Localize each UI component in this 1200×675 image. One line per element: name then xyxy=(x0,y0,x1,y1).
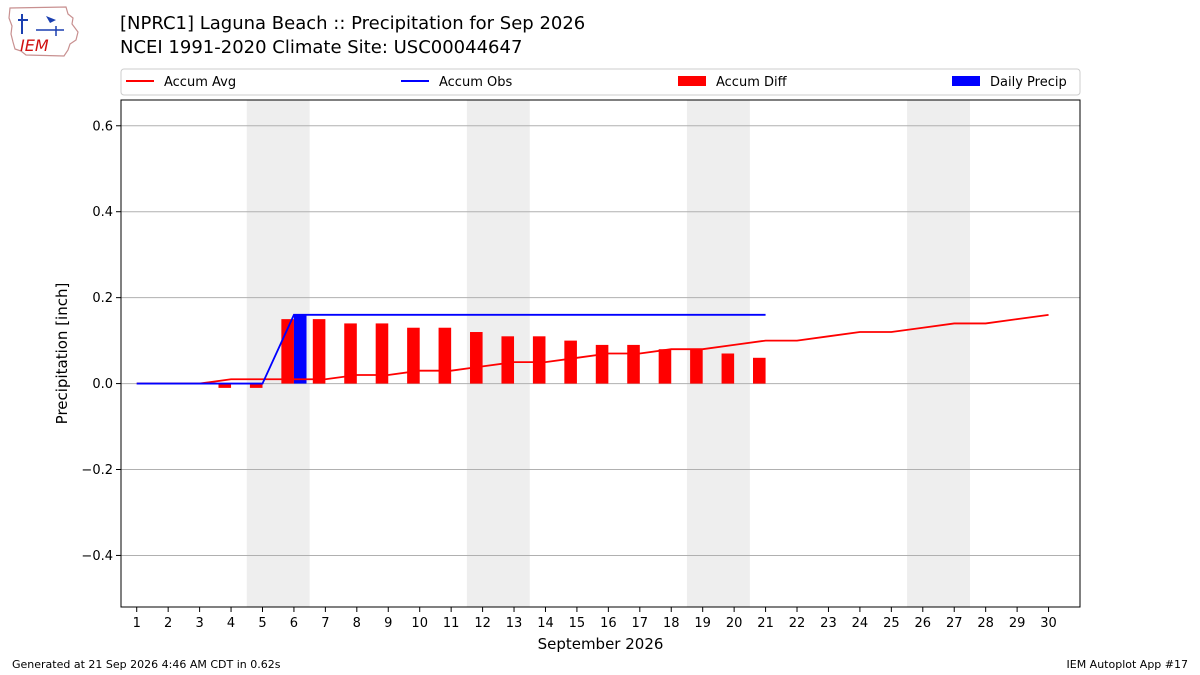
x-tick-label: 9 xyxy=(384,616,392,631)
legend-daily-precip-swatch xyxy=(952,76,980,86)
accum-diff-bar xyxy=(375,323,389,384)
accum-diff-bar xyxy=(721,353,735,384)
accum-diff-bar xyxy=(690,349,703,384)
plot-frame xyxy=(120,99,1081,608)
generated-note: Generated at 21 Sep 2026 4:46 AM CDT in … xyxy=(12,658,281,671)
x-tick-label: 13 xyxy=(506,616,523,631)
x-tick-label: 30 xyxy=(1040,616,1057,631)
x-tick-label: 25 xyxy=(883,616,900,631)
x-tick-label: 16 xyxy=(600,616,617,631)
accum-diff-bar xyxy=(532,336,546,384)
lines xyxy=(136,313,1049,385)
accum-diff-bar xyxy=(658,349,672,384)
x-tick-label: 14 xyxy=(537,616,554,631)
accum-diff-bar xyxy=(438,327,452,384)
legend: Accum Avg Accum Obs Accum Diff Daily Precip xyxy=(120,68,1081,96)
x-tick-label: 10 xyxy=(411,616,428,631)
x-tick-label: 28 xyxy=(977,616,994,631)
legend-daily-precip: Daily Precip xyxy=(990,75,1067,90)
accum-diff-bar xyxy=(501,336,515,384)
y-axis-ticks: −0.4 −0.2 0.0 0.2 0.4 0.6 xyxy=(81,119,121,564)
x-tick-label: 24 xyxy=(852,616,869,631)
x-tick-label: 5 xyxy=(258,616,266,631)
accum-diff-bar xyxy=(752,357,766,384)
app-label: IEM Autoplot App #17 xyxy=(1066,658,1189,671)
accum-diff-bar xyxy=(470,332,483,384)
legend-accum-diff: Accum Diff xyxy=(716,75,788,90)
y-tick-label: 0.6 xyxy=(92,119,113,134)
bars xyxy=(218,314,766,388)
x-tick-label: 20 xyxy=(726,616,743,631)
x-tick-label: 1 xyxy=(133,616,141,631)
y-tick-label: 0.2 xyxy=(92,291,113,306)
logo-text: IEM xyxy=(20,36,49,55)
y-tick-label: 0.4 xyxy=(92,205,113,220)
x-tick-label: 19 xyxy=(694,616,711,631)
x-tick-label: 2 xyxy=(164,616,172,631)
x-axis-label: September 2026 xyxy=(538,635,664,653)
x-tick-label: 26 xyxy=(915,616,932,631)
accum-diff-bar xyxy=(595,344,609,384)
x-tick-label: 12 xyxy=(474,616,491,631)
x-tick-label: 21 xyxy=(757,616,774,631)
accum-diff-bar xyxy=(249,383,263,388)
x-tick-label: 27 xyxy=(946,616,963,631)
y-tick-label: −0.4 xyxy=(81,549,113,564)
x-tick-label: 15 xyxy=(569,616,586,631)
x-tick-label: 4 xyxy=(227,616,235,631)
x-tick-label: 7 xyxy=(321,616,329,631)
legend-accum-obs: Accum Obs xyxy=(439,75,512,90)
x-tick-label: 18 xyxy=(663,616,680,631)
x-axis-ticks: 1 2 3 4 5 6 7 8 9 10 11 12 13 14 15 16 17 18 19 20 21 22 23 24 2… xyxy=(133,607,1057,631)
y-tick-label: −0.2 xyxy=(81,463,113,478)
legend-accum-diff-swatch xyxy=(678,76,706,86)
x-tick-label: 23 xyxy=(820,616,837,631)
x-tick-label: 11 xyxy=(443,616,460,631)
x-tick-label: 6 xyxy=(290,616,298,631)
x-tick-label: 17 xyxy=(632,616,649,631)
x-tick-label: 8 xyxy=(353,616,361,631)
weekend-shading xyxy=(246,100,970,607)
accum-diff-bar xyxy=(627,344,640,384)
legend-accum-avg: Accum Avg xyxy=(164,75,236,90)
chart-subtitle: NCEI 1991-2020 Climate Site: USC00044647 xyxy=(120,37,523,58)
weekend-band xyxy=(907,100,970,607)
chart-title: [NPRC1] Laguna Beach :: Precipitation fo… xyxy=(120,13,586,34)
y-axis-label: Precipitation [inch] xyxy=(53,283,71,425)
x-tick-label: 3 xyxy=(195,616,203,631)
accum-obs-line xyxy=(136,313,766,385)
legend-box xyxy=(120,68,1081,96)
iem-logo: IEM xyxy=(6,4,82,62)
accum-diff-bar xyxy=(344,323,357,384)
daily-precip-bar xyxy=(293,314,307,384)
accum-avg-line xyxy=(136,313,1049,385)
accum-diff-bar xyxy=(312,319,326,384)
accum-diff-bar xyxy=(564,340,577,384)
y-tick-label: 0.0 xyxy=(92,377,113,392)
x-tick-label: 22 xyxy=(789,616,806,631)
x-tick-label: 29 xyxy=(1009,616,1026,631)
accum-diff-bar xyxy=(407,327,420,384)
accum-diff-bar xyxy=(218,383,232,388)
